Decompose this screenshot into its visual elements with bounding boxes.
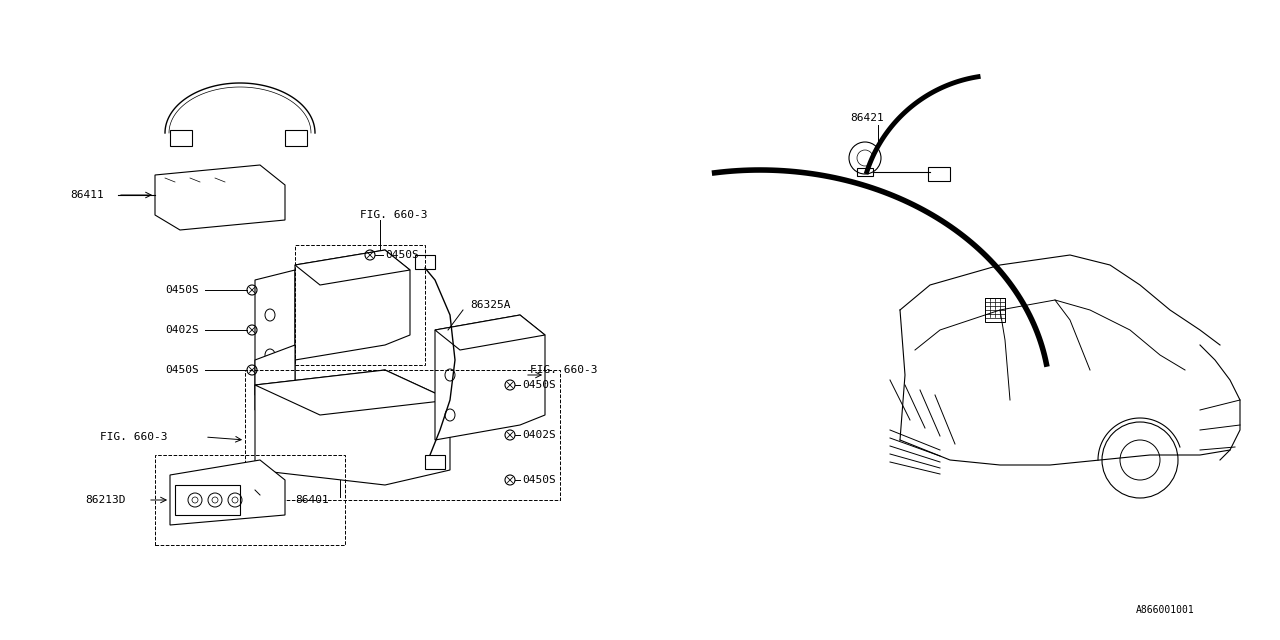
Text: 0450S: 0450S bbox=[522, 380, 556, 390]
Ellipse shape bbox=[445, 409, 454, 421]
Bar bbox=[415, 255, 435, 269]
Bar bbox=[285, 130, 307, 146]
Text: 86411: 86411 bbox=[70, 190, 104, 200]
Bar bbox=[425, 455, 445, 469]
Text: FIG. 660-3: FIG. 660-3 bbox=[100, 432, 168, 442]
Text: 0450S: 0450S bbox=[165, 285, 198, 295]
Polygon shape bbox=[155, 165, 285, 230]
Bar bbox=[928, 167, 950, 181]
Polygon shape bbox=[255, 345, 294, 410]
Polygon shape bbox=[294, 250, 410, 360]
Bar bbox=[986, 298, 1005, 322]
Bar bbox=[294, 245, 425, 365]
Text: FIG. 660-3: FIG. 660-3 bbox=[360, 210, 428, 220]
Polygon shape bbox=[255, 370, 451, 415]
Bar bbox=[858, 168, 873, 176]
Text: 86421: 86421 bbox=[850, 113, 883, 123]
Circle shape bbox=[849, 142, 881, 174]
Polygon shape bbox=[294, 250, 410, 285]
Bar bbox=[170, 130, 192, 146]
Bar bbox=[155, 455, 346, 545]
Text: 86401: 86401 bbox=[294, 495, 329, 505]
Circle shape bbox=[858, 150, 873, 166]
Circle shape bbox=[1120, 440, 1160, 480]
Bar bbox=[175, 485, 241, 515]
Polygon shape bbox=[170, 460, 285, 525]
Polygon shape bbox=[255, 370, 451, 485]
Text: 0450S: 0450S bbox=[385, 250, 419, 260]
Polygon shape bbox=[255, 270, 294, 395]
Text: 0450S: 0450S bbox=[165, 365, 198, 375]
Polygon shape bbox=[435, 315, 545, 440]
Text: 0402S: 0402S bbox=[165, 325, 198, 335]
Text: 86213D: 86213D bbox=[84, 495, 125, 505]
Circle shape bbox=[1102, 422, 1178, 498]
Text: FIG. 660-3: FIG. 660-3 bbox=[530, 365, 598, 375]
Ellipse shape bbox=[265, 349, 275, 361]
Text: 86325A: 86325A bbox=[470, 300, 511, 310]
Bar bbox=[244, 370, 561, 500]
Text: 0450S: 0450S bbox=[522, 475, 556, 485]
Text: 0402S: 0402S bbox=[522, 430, 556, 440]
Ellipse shape bbox=[265, 309, 275, 321]
Polygon shape bbox=[435, 315, 545, 350]
Text: A866001001: A866001001 bbox=[1137, 605, 1196, 615]
Ellipse shape bbox=[445, 369, 454, 381]
